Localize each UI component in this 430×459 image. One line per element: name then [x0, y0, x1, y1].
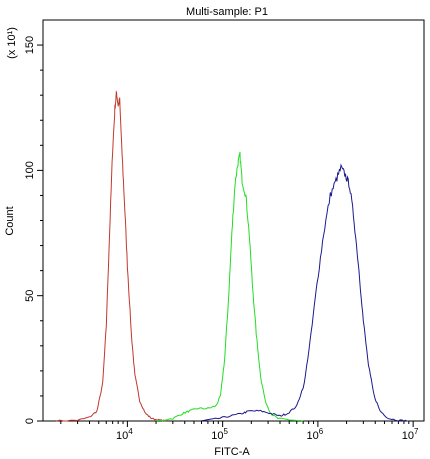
x-axis-label: FITC-A: [214, 446, 250, 458]
y-axis-label: Count: [4, 206, 16, 235]
x-tick-label: 105: [211, 427, 228, 442]
y-tick-label: 50: [24, 290, 36, 302]
series-layer: [56, 90, 409, 422]
chart-title: Multi-sample: P1: [186, 6, 268, 18]
y-tick-label: 0: [24, 418, 36, 424]
y-tick-label: 100: [24, 161, 36, 179]
x-tick-label: 106: [307, 427, 324, 442]
series-line-1: [56, 90, 168, 422]
x-tick-label: 104: [116, 427, 133, 442]
series-line-2: [155, 151, 304, 422]
series-line-3: [201, 163, 409, 422]
y-multiplier-label: (x 10¹): [6, 27, 18, 59]
x-tick-label: 107: [402, 427, 419, 442]
y-tick-label: 150: [24, 36, 36, 54]
axis-layer: 0 50 100 150 104 105 106 107: [24, 36, 419, 442]
